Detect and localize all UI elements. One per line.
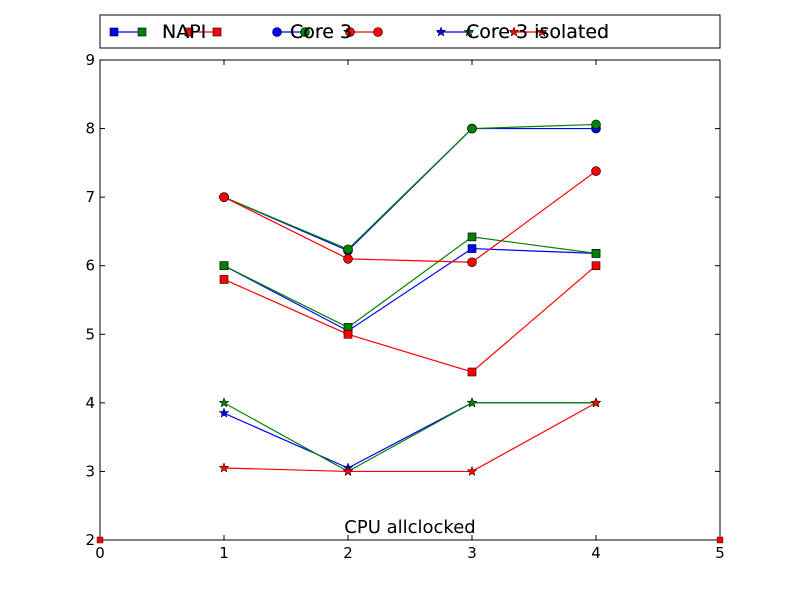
series-line bbox=[223, 402, 596, 473]
square-marker bbox=[219, 275, 229, 284]
star-marker bbox=[218, 407, 230, 418]
star-marker bbox=[435, 26, 447, 37]
square-marker bbox=[467, 232, 477, 242]
circle-marker bbox=[373, 27, 383, 37]
star-marker bbox=[466, 465, 478, 477]
star-marker bbox=[218, 397, 230, 408]
circle-marker bbox=[467, 257, 477, 268]
star-marker bbox=[218, 462, 230, 473]
series-line bbox=[223, 170, 597, 263]
axes: 0 1 2 3 4 5 2 3 4 5 6 7 8 9 bbox=[85, 51, 724, 562]
series-square bbox=[219, 232, 601, 332]
series-line bbox=[223, 402, 597, 473]
x-tick-label: 3 bbox=[467, 544, 477, 562]
x-tick-label: 5 bbox=[715, 544, 725, 562]
legend-label: NAPI bbox=[162, 21, 206, 43]
circle-marker bbox=[272, 27, 282, 37]
series-circle bbox=[219, 166, 601, 268]
legend-entry bbox=[109, 27, 147, 37]
legend-label: Core 3 bbox=[290, 21, 352, 43]
circle-marker bbox=[467, 123, 477, 134]
series-line bbox=[223, 236, 597, 329]
circle-marker bbox=[345, 27, 355, 37]
y-tick-label: 9 bbox=[85, 51, 95, 69]
circle-marker bbox=[343, 244, 353, 255]
square-marker bbox=[219, 261, 229, 271]
x-tick-label: 0 bbox=[95, 544, 105, 562]
legend-label: Core 3 isolated bbox=[466, 21, 609, 43]
square-marker bbox=[137, 27, 147, 37]
circle-marker bbox=[591, 166, 601, 176]
circle-marker bbox=[300, 27, 310, 37]
legend-entry bbox=[345, 27, 383, 37]
square-marker bbox=[467, 367, 477, 377]
legend-label: NAPI bbox=[162, 21, 206, 43]
star-marker bbox=[463, 26, 475, 37]
star-marker bbox=[536, 26, 548, 37]
legend-entry bbox=[184, 27, 222, 37]
circle-marker bbox=[219, 192, 229, 202]
square-marker bbox=[591, 261, 601, 271]
y-tick-label: 2 bbox=[85, 531, 95, 549]
legend-entry bbox=[272, 27, 310, 37]
legend-entry bbox=[435, 26, 475, 37]
series-square bbox=[219, 261, 601, 377]
series-line bbox=[223, 265, 597, 373]
square-marker bbox=[591, 249, 601, 258]
plot-area bbox=[99, 59, 721, 541]
y-tick-label: 3 bbox=[85, 462, 95, 480]
circle-marker bbox=[591, 119, 601, 130]
y-tick-label: 6 bbox=[85, 257, 95, 275]
series-layer bbox=[96, 119, 724, 544]
series-star bbox=[218, 397, 602, 477]
star-marker bbox=[508, 26, 520, 37]
legend-label: Core 3 isolated bbox=[466, 21, 609, 43]
star-marker bbox=[590, 397, 602, 408]
star-marker bbox=[466, 397, 478, 408]
square-marker bbox=[184, 27, 194, 37]
x-tick-label: 4 bbox=[591, 544, 601, 562]
legend-entry bbox=[508, 26, 548, 37]
x-tick-label: 2 bbox=[343, 544, 353, 562]
square-marker bbox=[109, 27, 119, 37]
corner-marker bbox=[716, 536, 724, 544]
series-line bbox=[223, 123, 597, 250]
corner-marker bbox=[96, 536, 104, 544]
series-line bbox=[223, 247, 597, 332]
y-tick-label: 7 bbox=[85, 188, 95, 206]
y-tick-label: 4 bbox=[85, 394, 95, 412]
y-tick-label: 8 bbox=[85, 120, 95, 138]
chart-annotation: CPU allclocked bbox=[344, 517, 475, 538]
square-marker bbox=[467, 244, 477, 253]
circle-marker bbox=[343, 254, 353, 264]
square-marker bbox=[212, 27, 222, 37]
star-marker bbox=[342, 465, 354, 477]
x-tick-label: 1 bbox=[219, 544, 229, 562]
y-tick-label: 5 bbox=[85, 325, 95, 343]
square-marker bbox=[343, 329, 353, 339]
legend-label: Core 3 bbox=[290, 21, 352, 43]
